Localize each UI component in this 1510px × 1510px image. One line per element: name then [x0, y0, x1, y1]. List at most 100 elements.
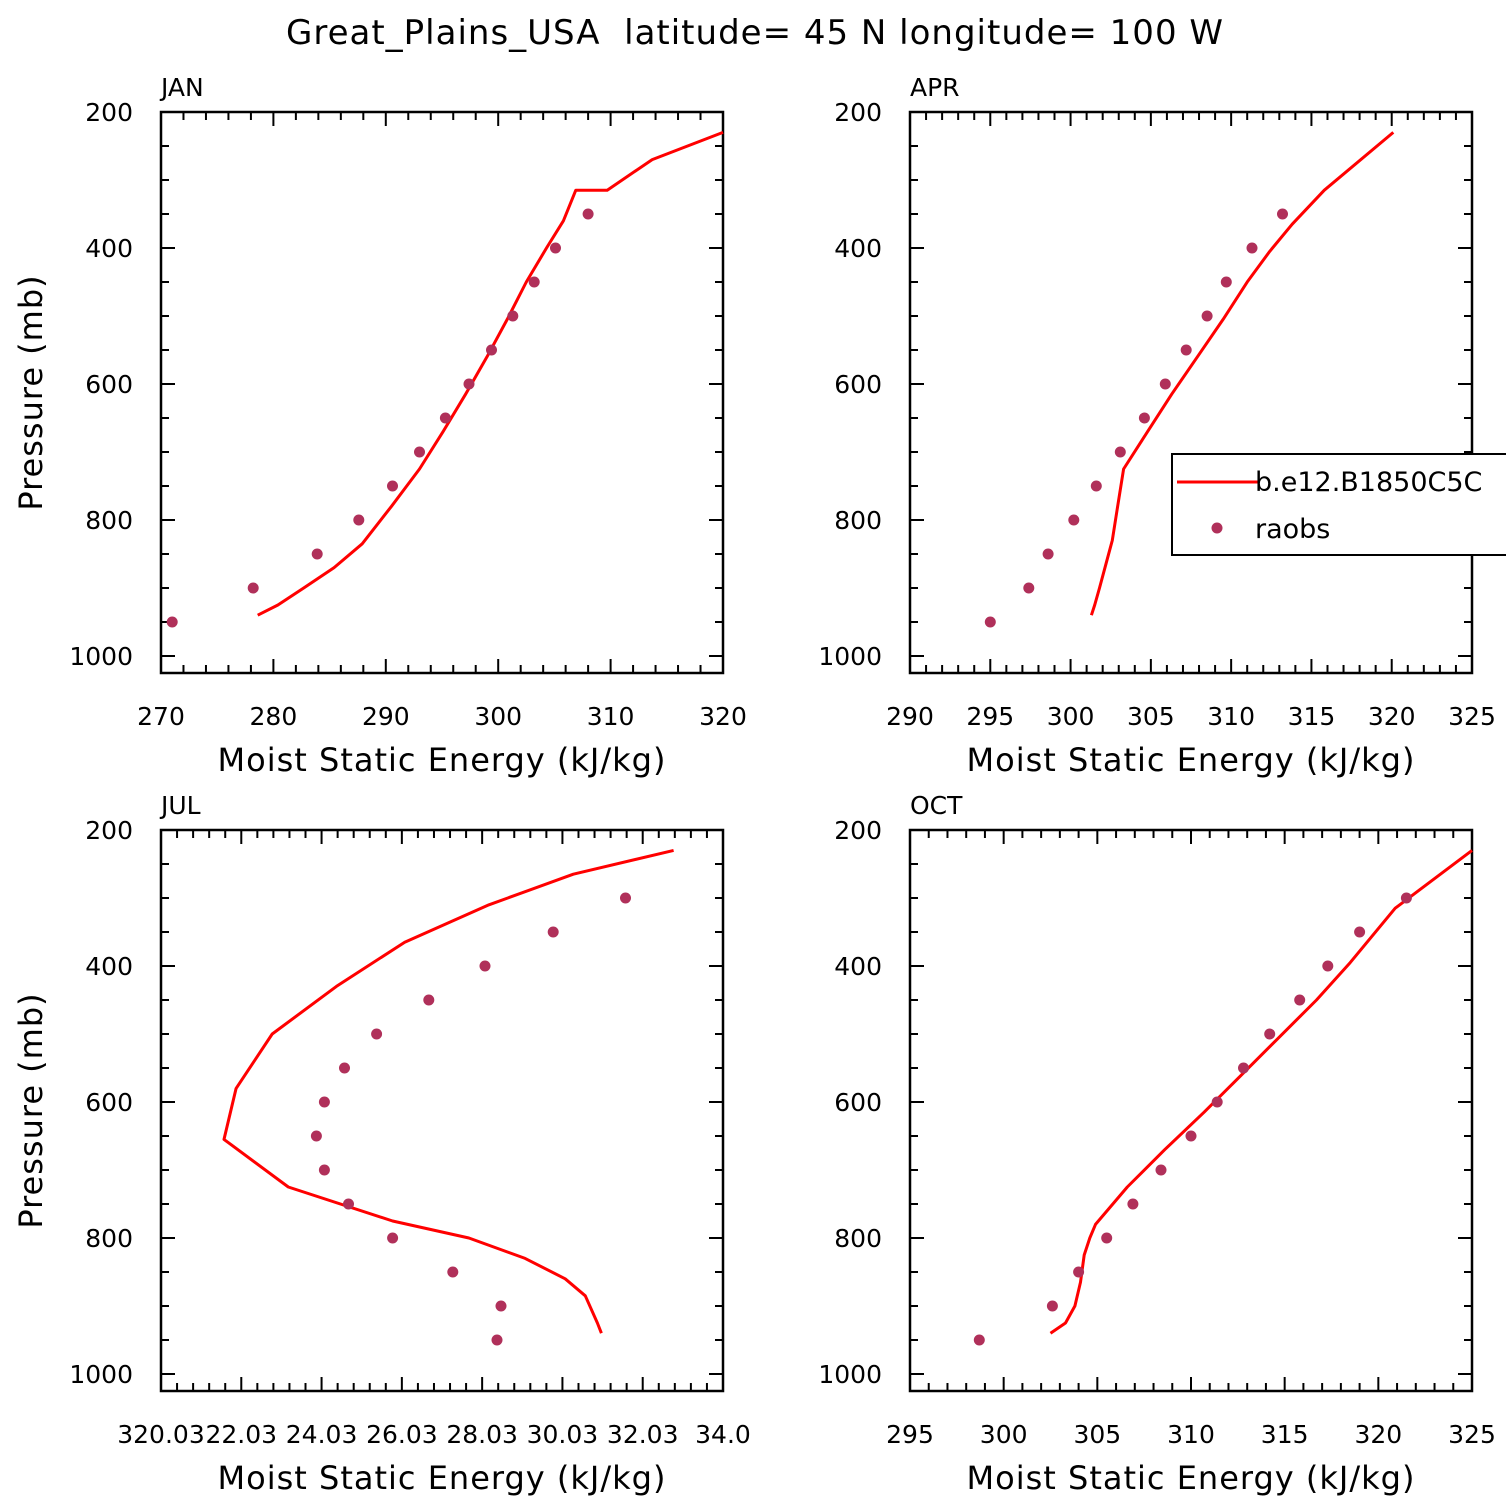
y-tick-label: 200 — [834, 98, 882, 127]
obs-point — [1073, 1266, 1085, 1278]
obs-point — [1068, 514, 1080, 526]
obs-point — [1322, 960, 1334, 972]
y-tick-label: 200 — [834, 816, 882, 845]
obs-point — [463, 378, 475, 390]
panel-label: OCT — [910, 791, 963, 820]
legend-obs-label: raobs — [1255, 514, 1330, 545]
panel-oct: OCT 200 400 600 800 1000 295 300 305 310 315 320 325… — [818, 791, 1495, 1497]
x-axis-label: Moist Static Energy (kJ/kg) — [218, 1459, 667, 1497]
x-tick-label: 315 — [1261, 1420, 1309, 1449]
y-tick-label: 800 — [834, 506, 882, 535]
model-line — [1089, 131, 1395, 616]
y-tick-label: 600 — [834, 1088, 882, 1117]
x-tick-label: 310 — [587, 702, 635, 731]
panel-jan: JAN 200 400 600 800 1000 270 280 290 300 310 320 Moi… — [12, 73, 747, 779]
obs-point — [1101, 1232, 1113, 1244]
obs-point — [343, 1198, 354, 1210]
x-tick-label: 30.03 — [527, 1420, 599, 1449]
x-tick-label: 290 — [886, 702, 934, 731]
obs-point — [1211, 1096, 1223, 1108]
x-tick-label: 320 — [1354, 1420, 1402, 1449]
obs-point — [1238, 1062, 1249, 1074]
obs-point — [1294, 994, 1306, 1006]
obs-point — [1090, 480, 1102, 492]
x-axis-label: Moist Static Energy (kJ/kg) — [967, 1459, 1416, 1497]
obs-point — [414, 446, 425, 458]
obs-point — [486, 344, 497, 356]
obs-point — [387, 480, 398, 492]
obs-point — [447, 1266, 459, 1278]
obs-point — [479, 960, 491, 972]
y-tick-label: 600 — [85, 370, 133, 399]
obs-point — [439, 412, 451, 424]
panel-apr: APR 200 400 600 800 1000 290 295 300 305 310 315 320… — [818, 73, 1495, 779]
y-tick-label: 800 — [85, 1224, 133, 1253]
panel-label: JUL — [159, 791, 201, 820]
x-tick-label: 32.03 — [607, 1420, 679, 1449]
x-tick-label: 320.03 — [117, 1420, 204, 1449]
obs-point — [423, 994, 435, 1006]
panel-label: JAN — [159, 73, 204, 102]
x-tick-label: 270 — [137, 702, 185, 731]
y-tick-label: 400 — [834, 234, 882, 263]
x-tick-label: 26.03 — [366, 1420, 438, 1449]
obs-point — [1264, 1028, 1276, 1040]
model-line — [1049, 849, 1473, 1335]
y-tick-label: 1000 — [818, 642, 882, 671]
obs-point — [1400, 892, 1412, 904]
obs-point — [491, 1334, 503, 1346]
obs-point — [387, 1232, 399, 1244]
y-tick-label: 1000 — [69, 642, 133, 671]
y-tick-label: 200 — [85, 816, 133, 845]
x-tick-label: 310 — [1207, 702, 1255, 731]
legend-model-label: b.e12.B1850C5C — [1255, 467, 1482, 498]
obs-point — [1023, 582, 1035, 594]
x-tick-label: 300 — [1047, 702, 1095, 731]
x-tick-label: 28.03 — [446, 1420, 518, 1449]
x-axis-label: Moist Static Energy (kJ/kg) — [218, 741, 667, 779]
panels: JAN 200 400 600 800 1000 270 280 290 300 310 320 Moi… — [12, 73, 1506, 1497]
x-tick-label: 325 — [1448, 1420, 1496, 1449]
panel-jul: JUL 200 400 600 800 1000 320.03 22.03 24.03 26.03… — [12, 791, 751, 1497]
obs-point — [1246, 242, 1258, 254]
x-tick-label: 325 — [1448, 702, 1496, 731]
obs-point — [582, 208, 594, 220]
y-tick-label: 400 — [85, 234, 133, 263]
obs-point — [984, 616, 996, 628]
y-axis-label: Pressure (mb) — [12, 992, 50, 1228]
model-line — [257, 130, 724, 617]
x-tick-label: 320 — [1368, 702, 1416, 731]
plot-frame — [908, 110, 1474, 675]
obs-point — [311, 548, 323, 560]
y-tick-label: 1000 — [818, 1360, 882, 1389]
obs-point — [318, 1096, 330, 1108]
x-tick-label: 320 — [699, 702, 747, 731]
obs-point — [310, 1130, 322, 1142]
plot-frame — [159, 110, 725, 675]
plot-frame — [159, 828, 725, 1393]
legend-dot-swatch — [1211, 522, 1223, 534]
obs-point — [318, 1164, 330, 1176]
obs-point — [353, 514, 365, 526]
x-tick-label: 295 — [886, 1420, 934, 1449]
y-tick-label: 400 — [85, 952, 133, 981]
x-tick-label: 22.03 — [205, 1420, 277, 1449]
obs-point — [1201, 310, 1213, 322]
obs-point — [1114, 446, 1126, 458]
obs-point — [1220, 276, 1232, 288]
y-tick-label: 200 — [85, 98, 133, 127]
panel-label: APR — [910, 73, 960, 102]
obs-point — [1277, 208, 1288, 220]
figure-title: Great_Plains_USA latitude= 45 N longitud… — [286, 13, 1224, 53]
obs-point — [547, 926, 559, 938]
obs-point — [973, 1334, 985, 1346]
obs-point — [1180, 344, 1192, 356]
legend: b.e12.B1850C5C raobs — [1171, 453, 1506, 556]
y-tick-label: 800 — [85, 506, 133, 535]
obs-point — [528, 276, 540, 288]
obs-point — [247, 582, 259, 594]
x-axis-label: Moist Static Energy (kJ/kg) — [967, 741, 1416, 779]
obs-point — [1138, 412, 1150, 424]
x-tick-label: 24.03 — [286, 1420, 358, 1449]
y-tick-label: 600 — [85, 1088, 133, 1117]
